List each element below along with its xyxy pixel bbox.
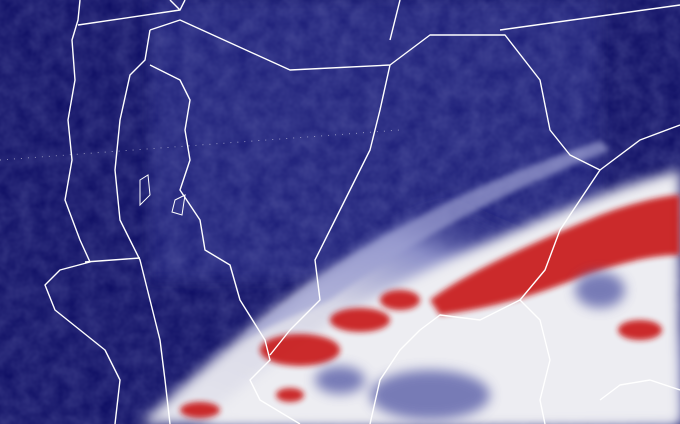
cloud-band-edge <box>240 140 610 340</box>
lake-outlines <box>139 174 186 216</box>
low-cloud-patches <box>315 272 625 420</box>
country-borders <box>44 0 680 424</box>
